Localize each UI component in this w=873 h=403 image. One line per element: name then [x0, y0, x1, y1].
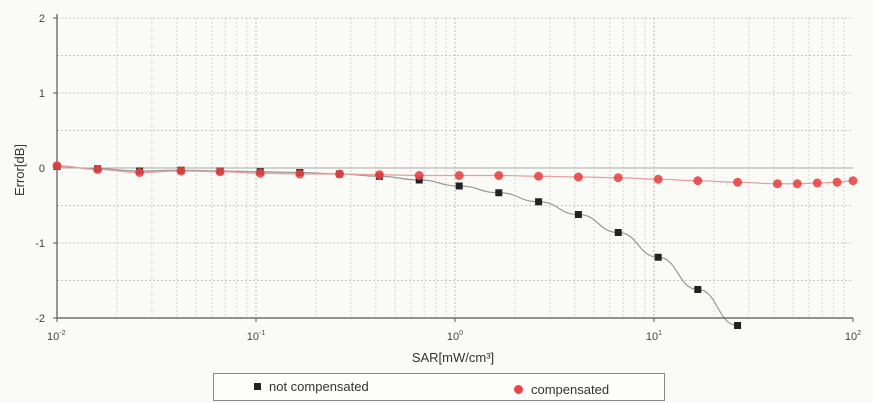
data-point-compensated — [216, 167, 225, 176]
data-point-compensated — [455, 171, 464, 180]
data-point-not-compensated — [495, 189, 502, 196]
legend-item-compensated: compensated — [514, 382, 609, 397]
x-tick-label: 10-2 — [47, 330, 66, 343]
x-tick-label: 101 — [646, 330, 662, 343]
data-point-compensated — [534, 172, 543, 181]
data-point-compensated — [693, 176, 702, 185]
data-point-not-compensated — [575, 211, 582, 218]
y-tick-label: -1 — [35, 238, 45, 250]
data-point-compensated — [335, 170, 344, 179]
grid-lines — [57, 18, 853, 318]
data-point-compensated — [295, 170, 304, 179]
data-point-compensated — [733, 178, 742, 187]
data-point-compensated — [256, 169, 265, 178]
y-tick-label: 1 — [39, 88, 45, 100]
data-point-not-compensated — [615, 229, 622, 236]
data-point-compensated — [833, 178, 842, 187]
data-point-not-compensated — [535, 198, 542, 205]
x-tick-label: 102 — [845, 330, 861, 343]
x-tick-label: 100 — [447, 330, 463, 343]
series-curve-not-compensated — [57, 167, 738, 326]
legend: not compensated compensated — [213, 373, 665, 401]
square-marker-icon — [254, 383, 261, 390]
data-point-not-compensated — [655, 254, 662, 261]
data-point-compensated — [654, 175, 663, 184]
data-point-compensated — [494, 171, 503, 180]
data-point-compensated — [375, 170, 384, 179]
data-point-compensated — [53, 161, 62, 170]
data-point-not-compensated — [456, 183, 463, 190]
x-axis-label: SAR[mW/cm³] — [412, 350, 494, 365]
circle-marker-icon — [514, 385, 523, 394]
data-point-compensated — [93, 165, 102, 174]
y-tick-label: -2 — [35, 313, 45, 325]
data-point-compensated — [177, 167, 186, 176]
y-tick-label: 0 — [39, 163, 45, 175]
x-tick-label: 10-1 — [247, 330, 266, 343]
legend-label-compensated: compensated — [531, 382, 609, 397]
y-tick-label: 2 — [39, 13, 45, 25]
legend-item-not-compensated: not compensated — [254, 379, 369, 394]
data-point-not-compensated — [734, 322, 741, 329]
data-point-compensated — [813, 179, 822, 188]
data-point-compensated — [773, 179, 782, 188]
data-point-compensated — [415, 171, 424, 180]
legend-label-not-compensated: not compensated — [269, 379, 369, 394]
data-point-compensated — [793, 179, 802, 188]
data-point-compensated — [614, 173, 623, 182]
data-point-compensated — [574, 173, 583, 182]
data-point-compensated — [849, 176, 858, 185]
y-axis-label: Error[dB] — [12, 144, 27, 196]
trend-curves — [57, 166, 853, 326]
data-point-compensated — [135, 168, 144, 177]
data-point-not-compensated — [694, 286, 701, 293]
